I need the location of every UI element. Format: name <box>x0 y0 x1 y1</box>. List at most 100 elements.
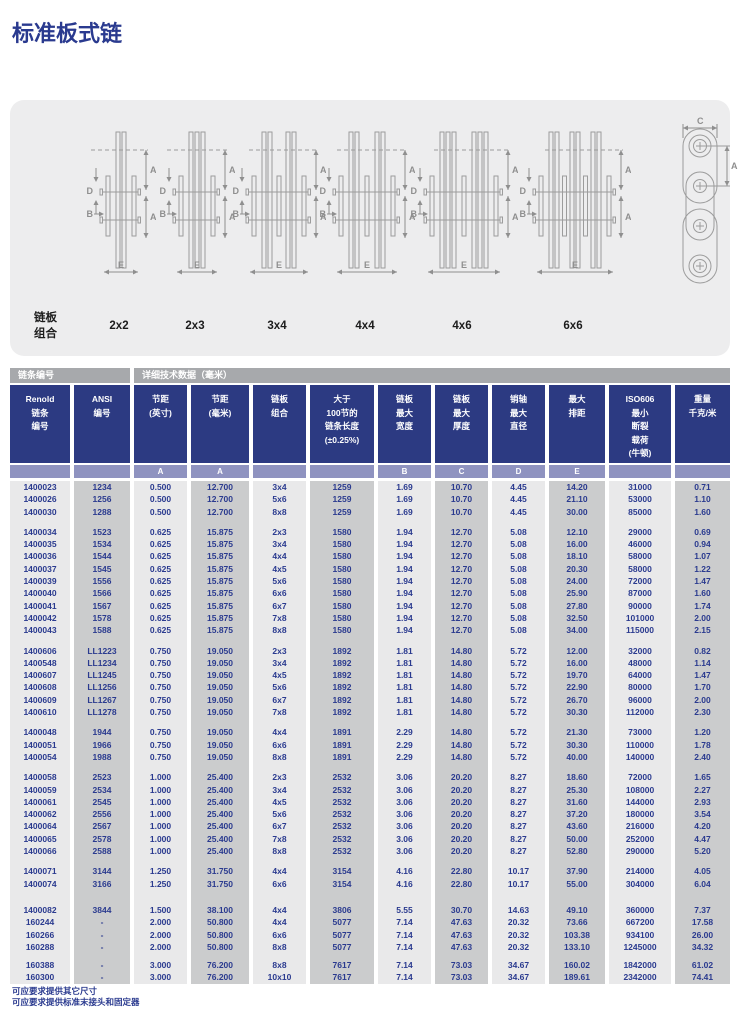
table-cell: 1400607 <box>23 670 57 681</box>
table-cell: 21.10 <box>566 494 588 505</box>
table-cell: 64000 <box>628 670 652 681</box>
table-cell: 2523 <box>92 772 112 783</box>
group-gap <box>74 763 130 771</box>
table-cell: 1245000 <box>623 941 657 952</box>
table-cell: 1256 <box>92 494 112 505</box>
table-cell: 47.63 <box>450 917 473 928</box>
table-cell: 7.14 <box>396 941 413 952</box>
group-gap <box>675 637 730 645</box>
table-cell: 19.050 <box>207 707 233 718</box>
table-cell: 15.875 <box>207 539 233 550</box>
column-dim-letter-11 <box>675 465 730 478</box>
table-cell: 1580 <box>332 625 352 636</box>
table-cell: 5.08 <box>510 576 527 587</box>
table-cell: 1.60 <box>694 588 711 599</box>
table-cell: 19.050 <box>207 670 233 681</box>
table-cell: 19.70 <box>566 670 588 681</box>
svg-text:E: E <box>461 260 467 270</box>
table-cell: 14.20 <box>566 482 588 492</box>
table-cell: 5.08 <box>510 563 527 574</box>
group-gap <box>10 857 70 865</box>
svg-text:A: A <box>150 212 156 222</box>
svg-text:A: A <box>320 165 326 175</box>
table-cell: - <box>100 972 104 983</box>
table-cell: 20.20 <box>450 784 473 795</box>
table-cell: 25.400 <box>207 796 233 807</box>
table-cell: 50.800 <box>207 929 233 940</box>
table-cell: 1400042 <box>23 612 57 623</box>
group-gap <box>675 890 730 904</box>
table-cell: 76.200 <box>207 960 233 971</box>
svg-text:A: A <box>150 165 156 175</box>
table-cell: 2.30 <box>694 707 711 718</box>
table-cell: 31.750 <box>207 878 233 889</box>
table-cell: 1259 <box>332 506 352 517</box>
table-cell: 25.30 <box>566 784 588 795</box>
table-cell: 15.875 <box>207 600 233 611</box>
table-cell: 25.400 <box>207 809 233 820</box>
table-cell: 73.03 <box>450 960 473 971</box>
table-cell: 3.06 <box>396 772 413 783</box>
table-cell: 0.500 <box>149 506 172 517</box>
table-cell: 12.00 <box>566 645 588 656</box>
table-cell: 7.14 <box>396 929 413 940</box>
table-cell: 5x6 <box>272 494 287 505</box>
table-cell: 0.625 <box>149 539 172 550</box>
table-cell: 8.27 <box>510 784 527 795</box>
table-cell: 3.06 <box>396 821 413 832</box>
table-cell: 5.08 <box>510 526 527 537</box>
table-cell: 12.700 <box>207 494 233 505</box>
table-cell: LL1234 <box>87 657 117 668</box>
table-cell: 252000 <box>625 833 655 844</box>
combo-diagram-3x4: A A D B E 3x4 <box>233 116 326 332</box>
table-cell: 934100 <box>625 929 655 940</box>
svg-text:A: A <box>731 161 738 171</box>
combo-label: 4x6 <box>452 320 472 332</box>
table-cell: 1534 <box>92 539 112 550</box>
table-cell: 8x8 <box>272 751 287 762</box>
group-gap <box>74 637 130 645</box>
table-cell: 4x4 <box>272 551 287 562</box>
column-header-8: 销轴 最大 直径 <box>492 385 545 463</box>
caption-line-2: 组合 <box>34 327 57 340</box>
table-cell: - <box>100 917 104 928</box>
combo-diagram-4x6: A A D B E 4x6 <box>410 116 518 332</box>
table-cell: 1.69 <box>396 494 413 505</box>
table-cell: 1580 <box>332 588 352 599</box>
table-cell: 3x4 <box>272 657 287 668</box>
table-cell: 19.050 <box>207 694 233 705</box>
table-cell: 1580 <box>332 551 352 562</box>
table-cell: 7x8 <box>272 707 287 718</box>
svg-text:D: D <box>520 186 527 196</box>
table-cell: 3.000 <box>149 972 172 983</box>
table-cell: 214000 <box>625 866 655 877</box>
table-cell: 20.20 <box>450 846 473 857</box>
table-cell: 72000 <box>628 576 652 587</box>
table-cell: 5.72 <box>510 670 527 681</box>
table-cell: 48000 <box>628 657 652 668</box>
table-cell: 5x6 <box>272 809 287 820</box>
combo-label: 2x3 <box>185 320 205 332</box>
table-cell: 12.700 <box>207 482 233 492</box>
group-gap <box>609 718 671 726</box>
table-cell: 19.050 <box>207 645 233 656</box>
combo-diagram-2x2: A A D B E 2x2 <box>82 116 156 332</box>
table-cell: 29000 <box>628 526 652 537</box>
table-cell: 1400051 <box>23 739 57 750</box>
table-cell: 22.90 <box>566 682 588 693</box>
table-cell: 4.45 <box>510 494 527 505</box>
column-header-4: 链板 组合 <box>253 385 306 463</box>
table-cell: 10.70 <box>450 494 473 505</box>
table-cell: LL1223 <box>87 645 117 656</box>
table-cell: 20.32 <box>507 941 530 952</box>
svg-text:A: A <box>229 165 235 175</box>
table-cell: 1.81 <box>396 707 413 718</box>
column-dim-letter-6: B <box>378 465 431 478</box>
table-cell: 1.000 <box>149 833 172 844</box>
table-cell: 20.20 <box>450 821 473 832</box>
combo-label: 4x4 <box>355 320 375 332</box>
svg-text:A: A <box>320 212 326 222</box>
table-cell: 1.07 <box>694 551 711 562</box>
table-cell: 1259 <box>332 482 352 492</box>
group-gap <box>10 637 70 645</box>
